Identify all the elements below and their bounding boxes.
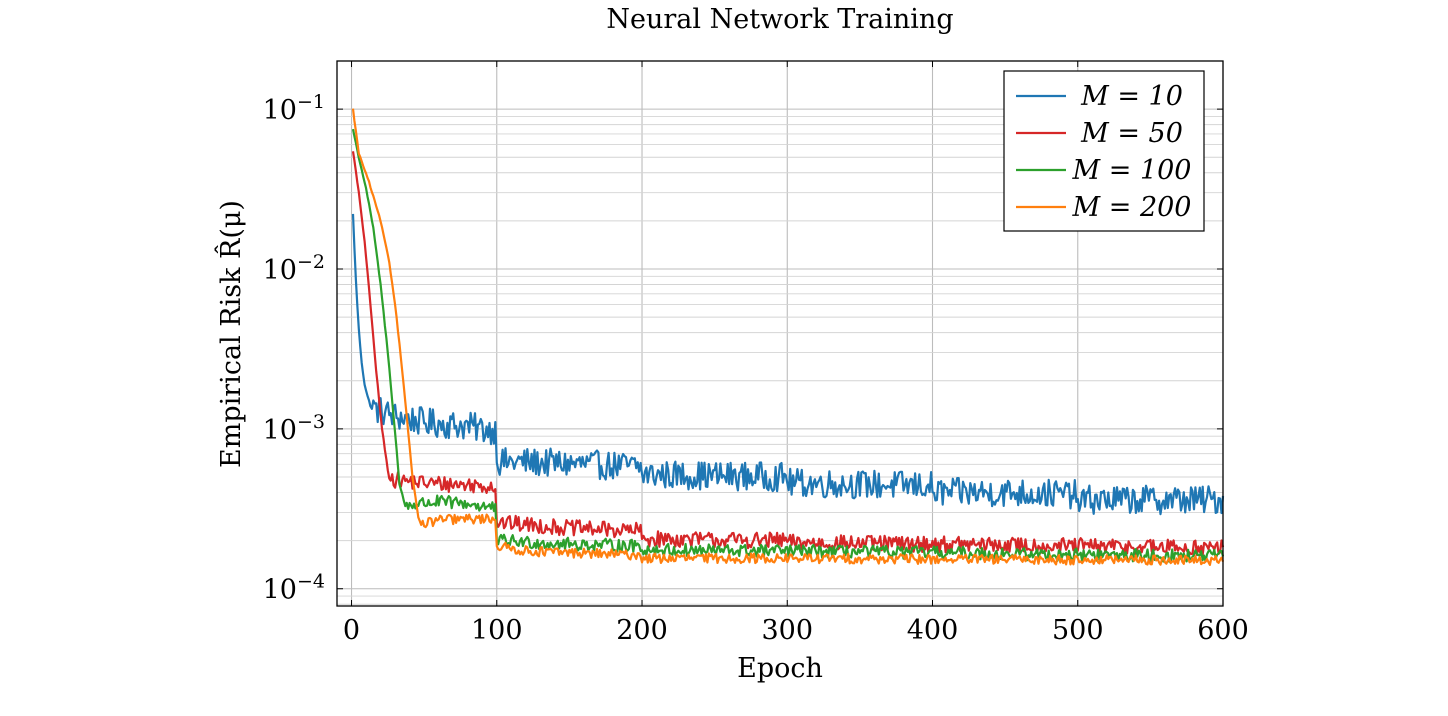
legend-label: M = 100 — [1072, 155, 1192, 186]
series-line — [351, 151, 1225, 557]
x-tick-label: 0 — [343, 615, 360, 646]
y-tick-label: 10−3 — [263, 411, 325, 446]
series-line — [351, 213, 1225, 516]
x-axis-label: Epoch — [737, 653, 823, 684]
legend-label: M = 50 — [1080, 118, 1183, 149]
y-axis: 10−1 10−2 10−3 10−4 — [263, 91, 1223, 606]
legend: M = 10 M = 50 M = 100 M = 200 — [1003, 70, 1205, 232]
legend-label: M = 200 — [1072, 192, 1192, 223]
series-lines — [351, 108, 1225, 567]
x-tick-label: 300 — [761, 615, 813, 646]
y-axis-label: Empirical Risk R̂(μ) — [214, 200, 247, 468]
x-tick-label: 200 — [616, 615, 668, 646]
legend-label: M = 10 — [1080, 81, 1183, 112]
y-tick-label: 10−1 — [263, 91, 325, 126]
chart-title: Neural Network Training — [606, 4, 953, 35]
legend-box — [1003, 70, 1205, 232]
x-tick-label: 100 — [471, 615, 523, 646]
x-axis: 0 100 200 300 400 500 600 — [343, 61, 1249, 646]
x-tick-label: 600 — [1197, 615, 1249, 646]
x-tick-label: 400 — [907, 615, 959, 646]
x-tick-label: 500 — [1052, 615, 1104, 646]
plot-frame — [336, 60, 1224, 607]
series-line — [351, 128, 1225, 563]
y-tick-label: 10−4 — [263, 571, 325, 606]
series-line — [351, 108, 1225, 567]
y-tick-label: 10−2 — [263, 251, 325, 286]
